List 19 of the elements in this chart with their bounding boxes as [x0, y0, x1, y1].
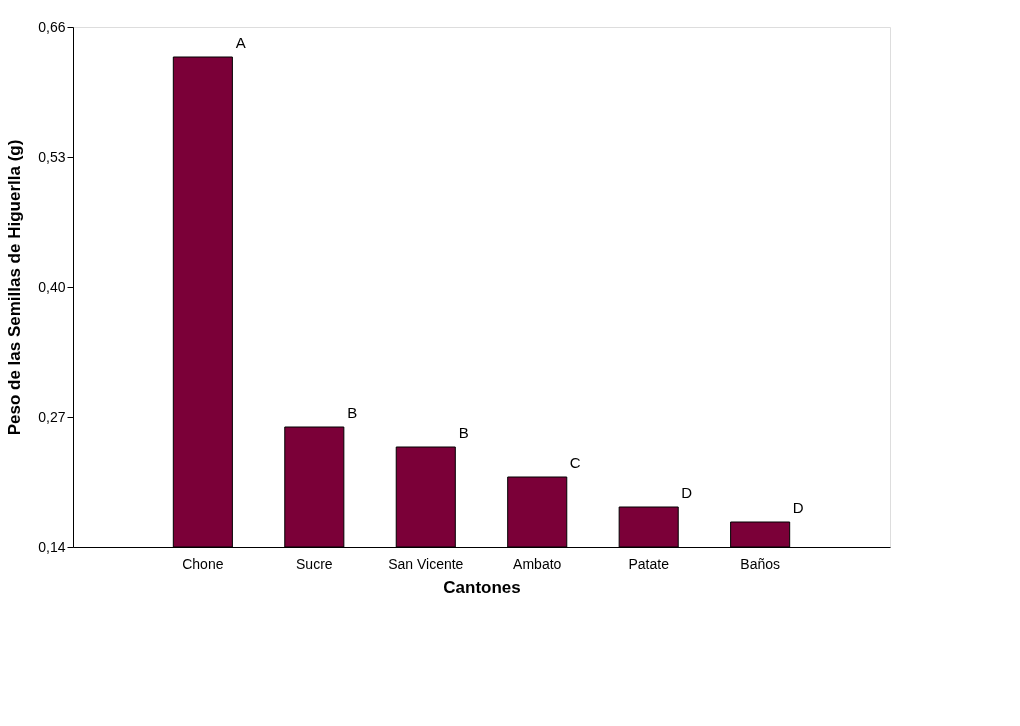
x-tick-label: San Vicente: [388, 555, 464, 572]
x-tick-label: Baños: [740, 555, 780, 572]
x-tick-label: Chone: [182, 555, 224, 572]
x-tick-label: Patate: [628, 555, 670, 572]
y-tick-label: 0,27: [38, 408, 66, 425]
y-tick-label: 0,66: [38, 18, 66, 35]
y-tick-label: 0,14: [38, 538, 66, 555]
y-tick-label: 0,53: [38, 148, 66, 165]
x-tick-label: Sucre: [296, 555, 333, 572]
annotation: B: [458, 424, 469, 441]
x-axis-title: Cantones: [443, 577, 521, 597]
annotation: D: [681, 484, 693, 501]
annotation: D: [792, 499, 804, 516]
annotation: C: [569, 454, 581, 471]
annotation: B: [347, 404, 358, 421]
annotation: A: [235, 34, 246, 51]
x-tick-label: Ambato: [513, 555, 562, 572]
y-axis-title: Peso de las Semillas de Higuerlla (g): [5, 139, 25, 436]
y-tick-label: 0,40: [38, 278, 66, 295]
